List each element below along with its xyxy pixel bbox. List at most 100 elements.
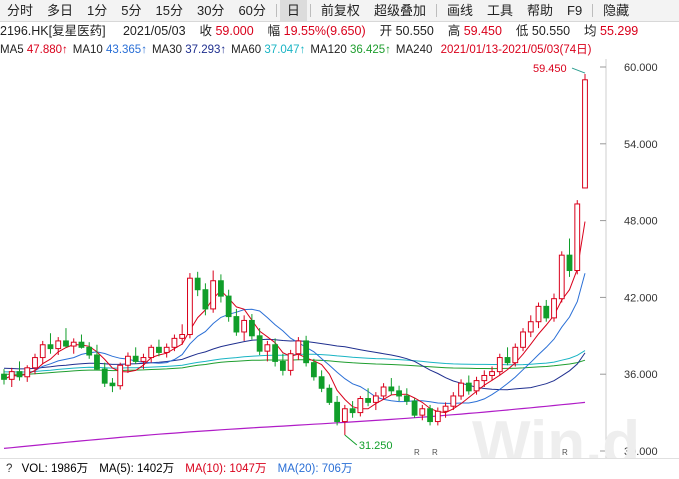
candle-body — [148, 346, 155, 359]
high-label: 高 — [447, 24, 461, 38]
high-value: 59.450 — [463, 24, 502, 38]
candle-body — [241, 319, 248, 333]
toolbar-item-4[interactable]: 15分 — [155, 3, 183, 18]
vol-value: VOL: 1986万 — [21, 463, 89, 475]
candle-body — [179, 334, 186, 339]
toolbar-item-0[interactable]: 分时 — [7, 3, 34, 18]
vol-ma10: MA(10): 1047万 — [185, 463, 267, 475]
close-label: 收 — [199, 24, 212, 38]
candle-body — [520, 331, 526, 348]
rights-marker: R — [562, 448, 568, 457]
ma-legend-item-ma30[interactable]: MA30 37.293↑ — [152, 44, 226, 56]
toolbar-item-14[interactable]: 隐藏 — [603, 3, 630, 18]
toolbar-item-10[interactable]: 画线 — [446, 3, 473, 18]
candle-body — [504, 357, 511, 364]
ma-legend-item-ma240[interactable]: MA240 — [396, 44, 436, 56]
toolbar-separator — [275, 4, 277, 17]
candle-body — [1, 373, 7, 380]
candle-body — [218, 280, 224, 297]
ma-label: MA30 — [151, 44, 186, 56]
quote-info-bar: 2196.HK[复星医药] 2021/05/03 收 59.000 幅 19.5… — [0, 21, 679, 41]
candle-body — [256, 335, 263, 352]
stock-code-name: 2196.HK[复星医药] — [0, 24, 106, 38]
toolbar-item-2[interactable]: 1分 — [87, 3, 108, 18]
open-value: 50.550 — [395, 24, 434, 38]
change-value: 19.55%(9.650) — [283, 24, 366, 38]
candle-body — [156, 346, 162, 353]
candle-body — [225, 295, 232, 318]
toolbar-item-8[interactable]: 前复权 — [320, 3, 360, 18]
candle-body — [582, 79, 588, 189]
toolbar-item-5[interactable]: 30分 — [196, 3, 225, 18]
candlestick-chart[interactable]: 60.000 54.000 48.000 42.000 36.000 30.000Win.… — [0, 59, 679, 458]
candle-body — [458, 382, 464, 397]
toolbar-item-6[interactable]: 60分 — [238, 3, 266, 18]
min-annotation-line — [344, 434, 358, 446]
max-price-label: 59.450 — [533, 63, 567, 75]
toolbar-item-12[interactable]: 帮助 — [526, 3, 553, 18]
ma10-line — [3, 273, 586, 404]
ma-legend-item-ma5[interactable]: MA5 47.880↑ — [0, 44, 68, 56]
toolbar-item-1[interactable]: 多日 — [47, 3, 74, 18]
candle-body — [535, 305, 542, 323]
toolbar-item-13[interactable]: F9 — [567, 3, 583, 18]
candle-body — [341, 408, 348, 423]
y-tick-label: 48.000 — [624, 216, 658, 228]
toolbar-item-7[interactable]: 日 — [279, 0, 307, 21]
open-label: 开 — [379, 24, 393, 38]
quote-date: 2021/05/03 — [122, 24, 186, 38]
candle-body — [117, 364, 124, 387]
candle-body — [187, 277, 193, 336]
candle-body — [326, 387, 333, 403]
close-value: 59.000 — [215, 24, 254, 38]
candle-body — [194, 277, 201, 291]
toolbar-item-11[interactable]: 工具 — [486, 3, 513, 18]
toolbar-item-3[interactable]: 5分 — [121, 3, 142, 18]
candle-body — [419, 408, 426, 416]
candle-body — [86, 346, 93, 356]
ma240-line — [3, 401, 586, 449]
ma-label: MA10 — [72, 44, 107, 56]
ma60-line — [4, 350, 586, 373]
candle-body — [372, 395, 379, 403]
candle-body — [434, 410, 441, 423]
candle-body — [574, 203, 581, 272]
ma-label: MA5 — [0, 44, 27, 56]
candle-body — [396, 390, 402, 397]
ma-value: 47.880↑ — [26, 44, 68, 56]
candle-body — [47, 344, 54, 350]
candle-body — [163, 346, 170, 353]
change-label: 幅 — [267, 24, 281, 38]
period-toolbar: 分时 多日 1分 5分 15分 30分 60分日前复权 超级叠加 画线 工具 帮助 F9 隐藏 — [0, 0, 679, 22]
candle-body — [94, 354, 100, 370]
candle-body — [543, 305, 550, 319]
candle-body — [272, 344, 279, 362]
ma-label: MA120 — [310, 44, 350, 56]
candle-body — [318, 376, 325, 389]
candle-body — [8, 371, 15, 380]
candle-body — [202, 289, 209, 310]
candle-body — [264, 344, 271, 352]
candle-body — [248, 319, 255, 337]
candle-body — [411, 400, 418, 416]
vol-ma20: MA(20): 706万 — [277, 463, 353, 475]
max-annotation-line — [571, 67, 586, 74]
candle-body — [512, 346, 519, 364]
ma-legend-item-ma120[interactable]: MA120 36.425↑ — [310, 44, 391, 56]
ma-label: MA60 — [231, 44, 265, 56]
candle-body — [473, 380, 480, 392]
toolbar-item-9[interactable]: 超级叠加 — [373, 3, 426, 18]
candle-body — [125, 355, 131, 366]
ma-legend-item-ma60[interactable]: MA60 37.047↑ — [231, 44, 305, 56]
help-icon[interactable]: ? — [6, 463, 13, 475]
candle-body — [365, 398, 371, 403]
candle-body — [32, 357, 38, 369]
volume-legend: ? VOL: 1986万 MA(5): 1402万 MA(10): 1047万 … — [0, 458, 679, 479]
candle-body — [210, 280, 217, 310]
candle-body — [527, 321, 534, 333]
candle-body — [334, 401, 341, 423]
ma-legend-item-ma10[interactable]: MA10 43.365↑ — [73, 44, 147, 56]
y-tick-label: 36.000 — [624, 369, 658, 381]
ma-legend: MA5 47.880↑ MA10 43.365↑ MA30 37.293↑ MA60 … — [0, 41, 679, 59]
min-price-label: 31.250 — [359, 440, 393, 452]
